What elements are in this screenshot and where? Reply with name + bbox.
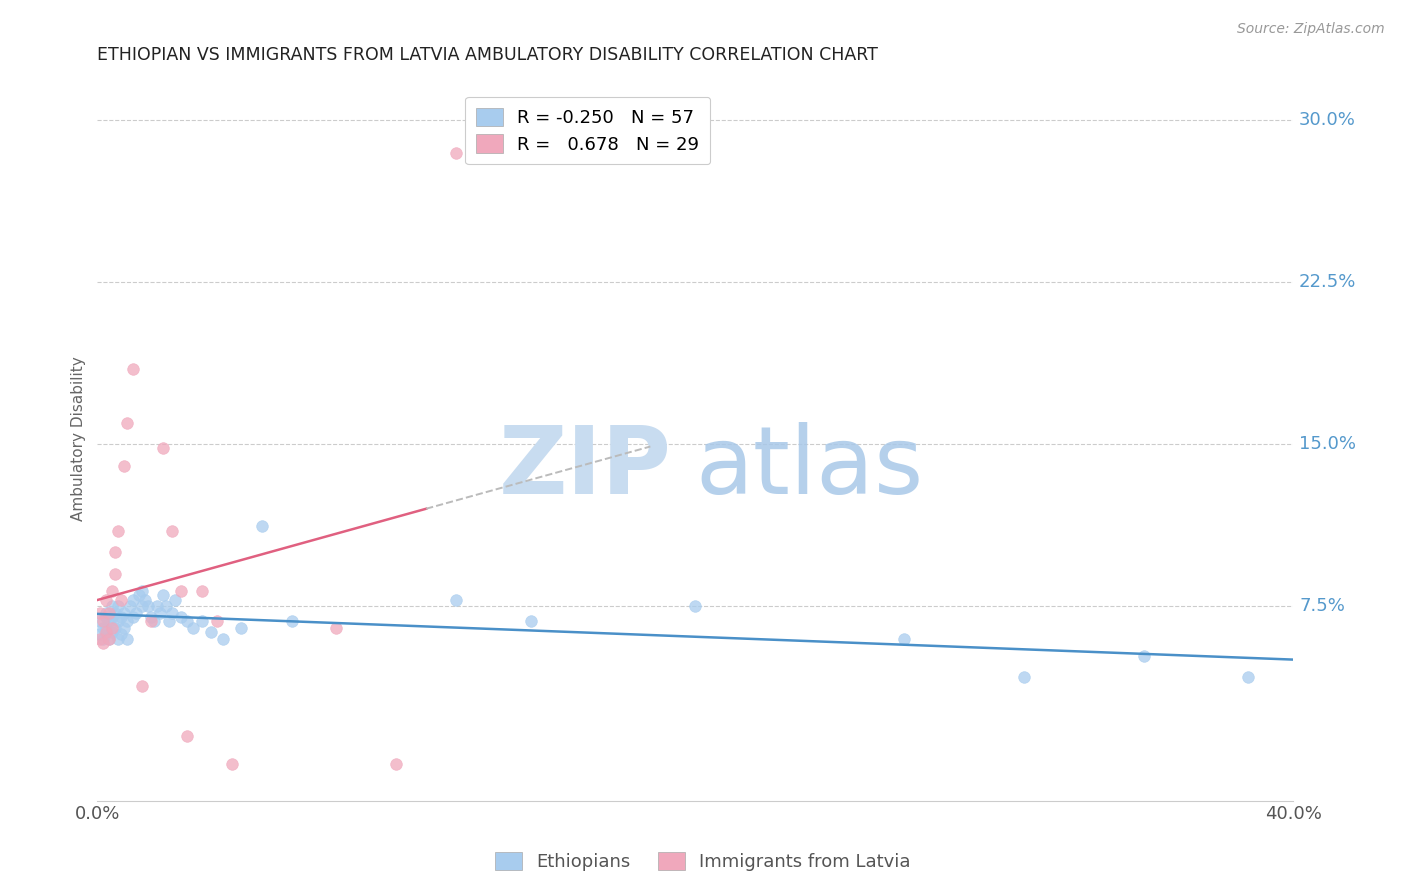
Point: [683, 599, 706, 614]
Text: atlas: atlas: [695, 422, 924, 514]
Point: [89, 627, 111, 641]
Point: [205, 615, 228, 629]
Point: [96, 625, 118, 640]
Point: [101, 599, 124, 614]
Text: ETHIOPIAN VS IMMIGRANTS FROM LATVIA AMBULATORY DISABILITY CORRELATION CHART: ETHIOPIAN VS IMMIGRANTS FROM LATVIA AMBU…: [97, 46, 879, 64]
Point: [107, 632, 129, 646]
Point: [107, 615, 129, 629]
Point: [157, 615, 180, 629]
Point: [101, 621, 124, 635]
Point: [152, 588, 174, 602]
Point: [110, 610, 132, 624]
Point: [107, 524, 129, 538]
Point: [155, 599, 177, 614]
Point: [91, 636, 114, 650]
Point: [1132, 648, 1154, 663]
Point: [107, 599, 129, 614]
Point: [280, 615, 302, 629]
Point: [893, 632, 915, 646]
Point: [96, 610, 118, 624]
Point: [101, 610, 124, 624]
Legend: R = -0.250   N = 57, R =   0.678   N = 29: R = -0.250 N = 57, R = 0.678 N = 29: [465, 96, 710, 164]
Point: [181, 621, 204, 635]
Point: [191, 615, 214, 629]
Point: [96, 592, 118, 607]
Point: [212, 632, 235, 646]
Point: [98, 606, 121, 620]
Point: [176, 729, 198, 743]
Point: [112, 621, 135, 635]
Y-axis label: Ambulatory Disability: Ambulatory Disability: [72, 357, 86, 521]
Point: [131, 679, 153, 693]
Point: [89, 606, 111, 620]
Point: [165, 592, 187, 607]
Point: [89, 632, 111, 646]
Point: [104, 545, 127, 559]
Point: [98, 615, 121, 629]
Point: [143, 615, 166, 629]
Point: [134, 592, 156, 607]
Point: [96, 606, 118, 620]
Point: [110, 627, 132, 641]
Point: [221, 756, 243, 771]
Point: [170, 584, 193, 599]
Text: ZIP: ZIP: [498, 422, 671, 514]
Point: [1012, 671, 1035, 685]
Point: [112, 606, 135, 620]
Point: [91, 615, 114, 629]
Point: [131, 599, 153, 614]
Point: [152, 442, 174, 456]
Legend: Ethiopians, Immigrants from Latvia: Ethiopians, Immigrants from Latvia: [488, 845, 918, 879]
Text: 30.0%: 30.0%: [1299, 112, 1355, 129]
Point: [325, 621, 347, 635]
Point: [117, 615, 139, 629]
Point: [91, 632, 114, 646]
Point: [141, 610, 163, 624]
Point: [136, 599, 159, 614]
Text: 7.5%: 7.5%: [1299, 597, 1346, 615]
Point: [128, 588, 150, 602]
Text: 15.0%: 15.0%: [1299, 435, 1355, 453]
Point: [104, 566, 127, 581]
Point: [229, 621, 252, 635]
Point: [170, 610, 193, 624]
Point: [117, 416, 139, 430]
Point: [160, 606, 183, 620]
Point: [98, 632, 121, 646]
Point: [104, 621, 127, 635]
Point: [89, 615, 111, 629]
Point: [96, 621, 118, 635]
Point: [91, 621, 114, 635]
Point: [125, 606, 148, 620]
Point: [149, 606, 172, 620]
Point: [444, 592, 467, 607]
Point: [101, 625, 124, 640]
Point: [444, 145, 467, 160]
Point: [117, 632, 139, 646]
Point: [120, 599, 142, 614]
Point: [520, 615, 543, 629]
Point: [200, 625, 222, 640]
Point: [110, 592, 132, 607]
Point: [101, 584, 124, 599]
Point: [98, 632, 121, 646]
Point: [146, 599, 169, 614]
Point: [122, 610, 145, 624]
Point: [112, 458, 135, 473]
Point: [160, 524, 183, 538]
Point: [1237, 671, 1260, 685]
Point: [122, 361, 145, 376]
Text: Source: ZipAtlas.com: Source: ZipAtlas.com: [1237, 22, 1385, 37]
Point: [385, 756, 408, 771]
Point: [191, 584, 214, 599]
Point: [141, 615, 163, 629]
Point: [176, 615, 198, 629]
Point: [104, 606, 127, 620]
Point: [122, 592, 145, 607]
Point: [131, 584, 153, 599]
Text: 22.5%: 22.5%: [1299, 273, 1357, 291]
Point: [250, 519, 273, 533]
